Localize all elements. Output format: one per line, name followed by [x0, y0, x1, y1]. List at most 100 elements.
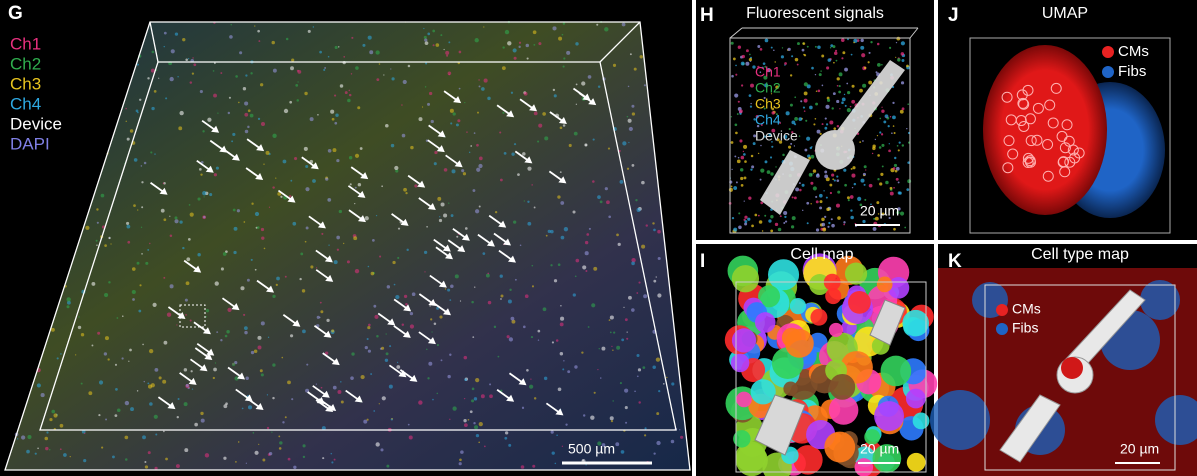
speckle	[17, 438, 18, 439]
speckle	[554, 279, 557, 282]
speckle	[45, 447, 48, 450]
speckle	[306, 226, 309, 229]
speckle	[775, 223, 778, 226]
speckle	[447, 375, 450, 378]
speckle	[564, 227, 568, 231]
speckle	[852, 166, 855, 169]
speckle	[656, 276, 657, 277]
speckle	[894, 132, 896, 134]
speckle	[747, 218, 750, 221]
speckle	[804, 54, 806, 56]
speckle	[426, 226, 428, 228]
speckle	[737, 159, 741, 163]
speckle	[368, 36, 372, 40]
speckle	[328, 244, 329, 245]
speckle	[258, 346, 262, 350]
speckle	[864, 184, 866, 186]
speckle	[213, 377, 215, 379]
speckle	[739, 139, 742, 142]
speckle	[251, 259, 253, 261]
speckle	[794, 117, 798, 121]
speckle	[791, 225, 794, 228]
speckle	[336, 159, 339, 162]
speckle	[623, 307, 624, 308]
speckle	[322, 457, 324, 459]
speckle	[833, 127, 836, 130]
speckle	[877, 154, 880, 157]
speckle	[804, 82, 808, 86]
speckle	[634, 390, 636, 392]
speckle	[126, 121, 127, 122]
speckle	[261, 373, 264, 376]
speckle	[410, 312, 413, 315]
speckle	[820, 70, 821, 71]
speckle	[171, 49, 175, 53]
speckle	[834, 179, 836, 181]
speckle	[502, 112, 504, 114]
speckle	[831, 224, 835, 228]
speckle	[473, 189, 476, 192]
speckle	[127, 241, 130, 244]
cell	[877, 277, 893, 293]
speckle	[760, 179, 762, 181]
speckle	[872, 153, 873, 154]
speckle	[323, 69, 325, 71]
speckle	[760, 48, 763, 51]
speckle	[821, 223, 825, 227]
speckle	[213, 368, 217, 372]
speckle	[839, 72, 843, 76]
speckle	[848, 199, 850, 201]
speckle	[162, 380, 166, 384]
speckle	[217, 112, 218, 113]
speckle	[335, 46, 338, 49]
speckle	[868, 61, 870, 63]
speckle	[141, 253, 143, 255]
speckle	[734, 155, 736, 157]
speckle	[890, 192, 894, 196]
speckle	[809, 173, 813, 177]
speckle	[852, 187, 853, 188]
speckle	[585, 270, 587, 272]
speckle	[839, 108, 840, 109]
speckle	[177, 416, 179, 418]
speckle	[370, 373, 372, 375]
speckle	[464, 423, 468, 427]
speckle	[104, 244, 107, 247]
speckle	[229, 35, 233, 39]
speckle	[738, 157, 740, 159]
speckle	[478, 442, 480, 444]
speckle	[145, 465, 148, 468]
speckle	[138, 310, 141, 313]
speckle	[353, 236, 357, 240]
speckle	[630, 53, 632, 55]
speckle	[632, 112, 635, 115]
speckle	[560, 201, 564, 205]
speckle	[638, 401, 640, 403]
speckle	[164, 341, 168, 345]
speckle	[321, 233, 323, 235]
speckle	[531, 184, 533, 186]
speckle	[852, 85, 855, 88]
speckle	[357, 106, 360, 109]
speckle	[463, 172, 466, 175]
speckle	[771, 146, 773, 148]
speckle	[804, 91, 808, 95]
speckle	[524, 92, 528, 96]
speckle	[748, 196, 751, 199]
speckle	[643, 294, 647, 298]
speckle	[282, 421, 284, 423]
speckle	[176, 324, 177, 325]
speckle	[508, 300, 512, 304]
speckle	[498, 356, 500, 358]
speckle	[754, 214, 757, 217]
speckle	[154, 153, 155, 154]
speckle	[731, 116, 732, 117]
speckle	[167, 312, 171, 316]
speckle	[232, 363, 235, 366]
speckle	[227, 308, 231, 312]
speckle	[582, 265, 586, 269]
speckle	[629, 127, 633, 131]
speckle	[751, 165, 754, 168]
speckle	[306, 364, 308, 366]
speckle	[900, 110, 904, 114]
